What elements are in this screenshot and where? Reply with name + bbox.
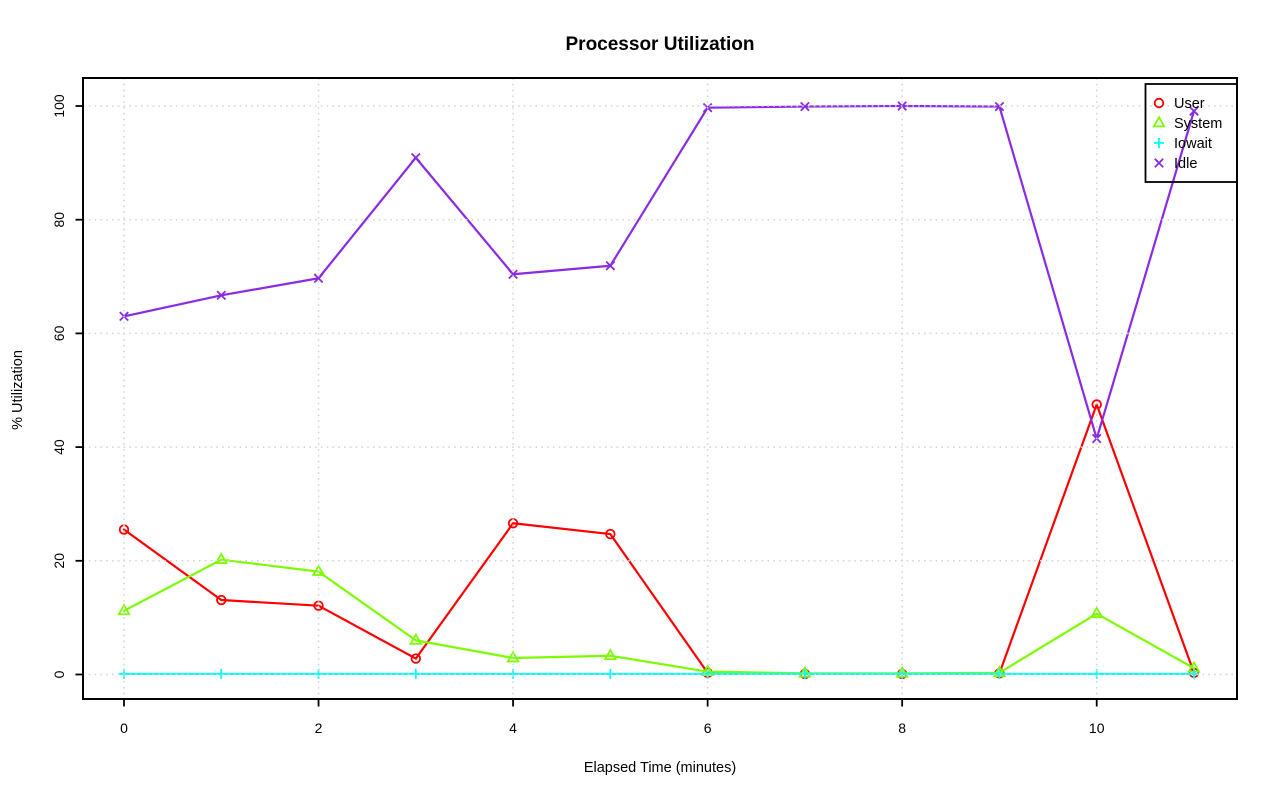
user-marker bbox=[605, 528, 616, 540]
series-idle-line bbox=[122, 104, 1196, 440]
legend-circle-icon bbox=[1153, 97, 1165, 109]
legend-item-user: User bbox=[1153, 96, 1205, 112]
system-marker bbox=[117, 603, 131, 616]
plot-area bbox=[83, 78, 1237, 699]
legend-item-idle: Idle bbox=[1154, 156, 1197, 172]
system-marker bbox=[506, 650, 520, 663]
y-tick-label: 0 bbox=[51, 670, 67, 678]
system-marker bbox=[311, 563, 326, 576]
idle-marker bbox=[800, 101, 810, 112]
y-tick-label: 60 bbox=[51, 325, 67, 341]
grid-layer bbox=[83, 78, 1237, 699]
x-tick-label: 2 bbox=[315, 720, 323, 736]
legend-box bbox=[1144, 83, 1238, 183]
legend-x-icon bbox=[1154, 158, 1164, 168]
idle-marker bbox=[508, 269, 518, 280]
legend: User System Iowait Idle bbox=[1144, 83, 1238, 183]
legend-item-iowait: Iowait bbox=[1154, 136, 1212, 152]
plot-border bbox=[82, 77, 1238, 700]
system-marker bbox=[1089, 606, 1104, 618]
series-iowait bbox=[119, 668, 1199, 679]
system-marker bbox=[603, 648, 618, 661]
series-layer bbox=[117, 101, 1201, 680]
legend-label: Idle bbox=[1174, 156, 1197, 172]
y-tick-label: 20 bbox=[51, 553, 67, 569]
x-tick-label: 10 bbox=[1089, 720, 1105, 736]
x-tick-label: 0 bbox=[120, 720, 128, 736]
idle-marker bbox=[313, 273, 324, 284]
x-tick-label: 4 bbox=[509, 720, 517, 736]
legend-label: User bbox=[1174, 96, 1205, 112]
legend-label: Iowait bbox=[1174, 136, 1212, 152]
idle-marker bbox=[410, 152, 421, 163]
legend-triangle-icon bbox=[1152, 115, 1166, 128]
x-tick-label: 8 bbox=[898, 720, 906, 736]
legend-plus-icon bbox=[1154, 138, 1164, 148]
idle-marker bbox=[605, 260, 616, 271]
y-tick-label: 80 bbox=[51, 212, 67, 228]
y-tick-label: 100 bbox=[51, 94, 67, 118]
x-axis-label: Elapsed Time (minutes) bbox=[583, 760, 737, 776]
system-marker bbox=[214, 552, 229, 564]
legend-label: System bbox=[1174, 116, 1222, 132]
chart-title: Processor Utilization bbox=[565, 34, 755, 55]
system-marker bbox=[409, 632, 423, 645]
series-system-line bbox=[122, 558, 1196, 675]
iowait-marker bbox=[605, 668, 616, 679]
user-marker bbox=[410, 653, 422, 664]
series-user-line bbox=[122, 403, 1196, 676]
iowait-marker bbox=[410, 668, 421, 679]
idle-marker bbox=[1189, 106, 1199, 116]
idle-marker bbox=[216, 290, 227, 301]
legend-item-system: System bbox=[1152, 115, 1222, 132]
user-marker bbox=[216, 594, 227, 606]
x-tick-label: 6 bbox=[704, 720, 712, 736]
y-axis-label: % Utilization bbox=[10, 350, 26, 430]
y-tick-label: 40 bbox=[51, 439, 67, 455]
